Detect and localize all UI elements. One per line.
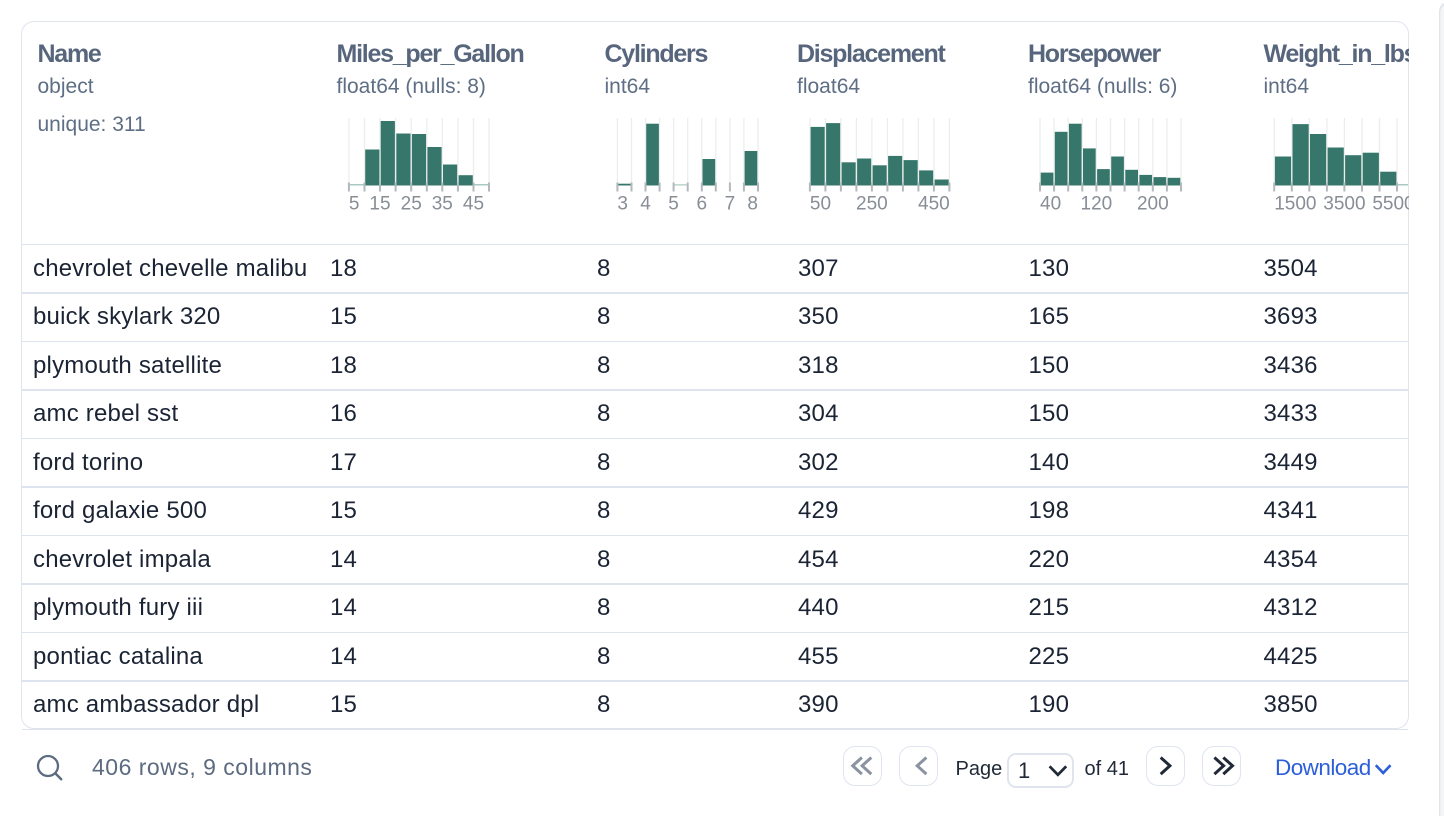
svg-text:3: 3 (617, 194, 628, 215)
svg-text:3500: 3500 (1323, 194, 1365, 215)
svg-text:5: 5 (349, 194, 360, 215)
svg-text:1500: 1500 (1274, 194, 1316, 215)
svg-text:45: 45 (463, 194, 484, 215)
svg-text:250: 250 (856, 194, 888, 215)
svg-text:200: 200 (1137, 194, 1169, 215)
svg-text:4: 4 (640, 194, 651, 215)
svg-text:7: 7 (725, 194, 736, 215)
svg-text:6: 6 (697, 194, 708, 215)
svg-text:8: 8 (747, 194, 758, 215)
svg-text:120: 120 (1081, 194, 1113, 215)
svg-text:50: 50 (810, 194, 831, 215)
svg-text:35: 35 (432, 194, 453, 215)
svg-text:25: 25 (401, 194, 422, 215)
svg-text:450: 450 (918, 194, 950, 215)
svg-text:5: 5 (668, 194, 679, 215)
svg-text:40: 40 (1040, 194, 1061, 215)
svg-text:5500: 5500 (1372, 194, 1414, 215)
svg-text:15: 15 (369, 194, 390, 215)
